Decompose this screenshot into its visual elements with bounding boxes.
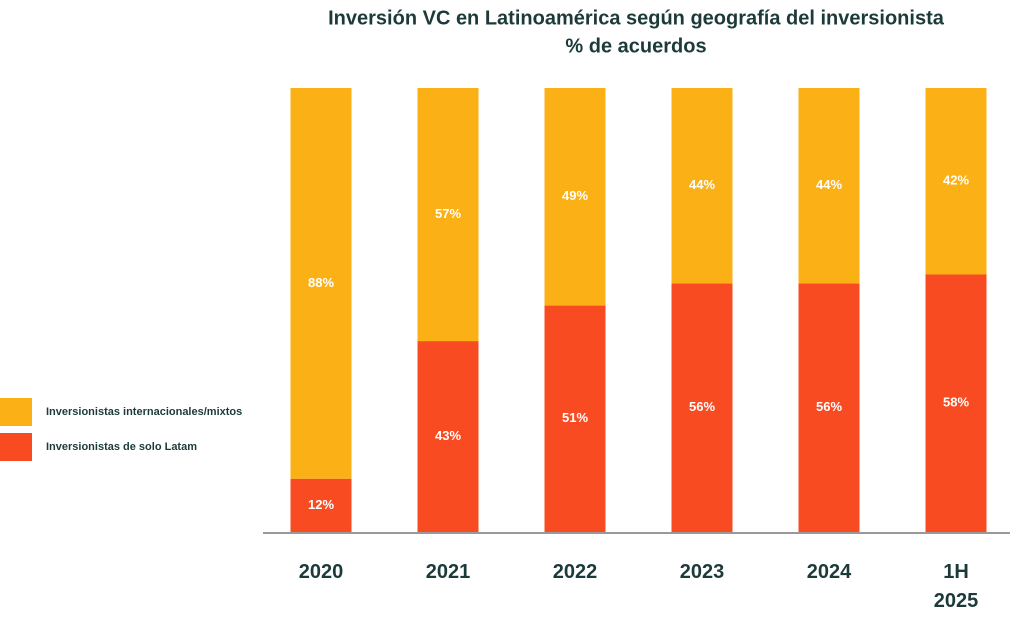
bar-segment: [798, 283, 860, 532]
bar-segment: [798, 88, 860, 284]
data-label: 56%: [816, 399, 842, 414]
legend-swatch: [0, 433, 32, 461]
bar-segment: [544, 305, 606, 532]
bar-segment: [417, 341, 479, 532]
x-tick-label: 2020: [298, 561, 344, 583]
bar-segment: [544, 88, 606, 306]
x-tick-label: 2021: [425, 561, 471, 583]
bar-segment: [671, 88, 733, 284]
bar-segment: [925, 88, 987, 275]
x-tick-label: 2024: [806, 561, 852, 583]
chart-subtitle: % de acuerdos: [565, 35, 706, 57]
data-label: 51%: [562, 410, 588, 425]
data-label: 12%: [308, 497, 334, 512]
legend-label: Inversionistas de solo Latam: [46, 441, 197, 453]
bar-segment: [290, 88, 352, 479]
data-label: 43%: [435, 428, 461, 443]
data-label: 44%: [689, 177, 715, 192]
data-label: 42%: [943, 173, 969, 188]
data-label: 57%: [435, 206, 461, 221]
data-label: 56%: [689, 399, 715, 414]
x-tick-label: 2022: [552, 561, 598, 583]
bar-segment: [671, 283, 733, 532]
bar-segment: [925, 274, 987, 532]
chart-title: Inversión VC en Latinoamérica según geog…: [328, 7, 945, 29]
legend-label: Inversionistas internacionales/mixtos: [46, 406, 242, 418]
x-tick-label: 1H 2025: [933, 561, 979, 612]
legend-swatch: [0, 398, 32, 426]
data-label: 49%: [562, 188, 588, 203]
data-label: 58%: [943, 395, 969, 410]
bar-segment: [417, 88, 479, 342]
x-tick-label: 2023: [679, 561, 725, 583]
data-label: 88%: [308, 275, 334, 290]
data-label: 44%: [816, 177, 842, 192]
bar-segment: [290, 478, 352, 532]
